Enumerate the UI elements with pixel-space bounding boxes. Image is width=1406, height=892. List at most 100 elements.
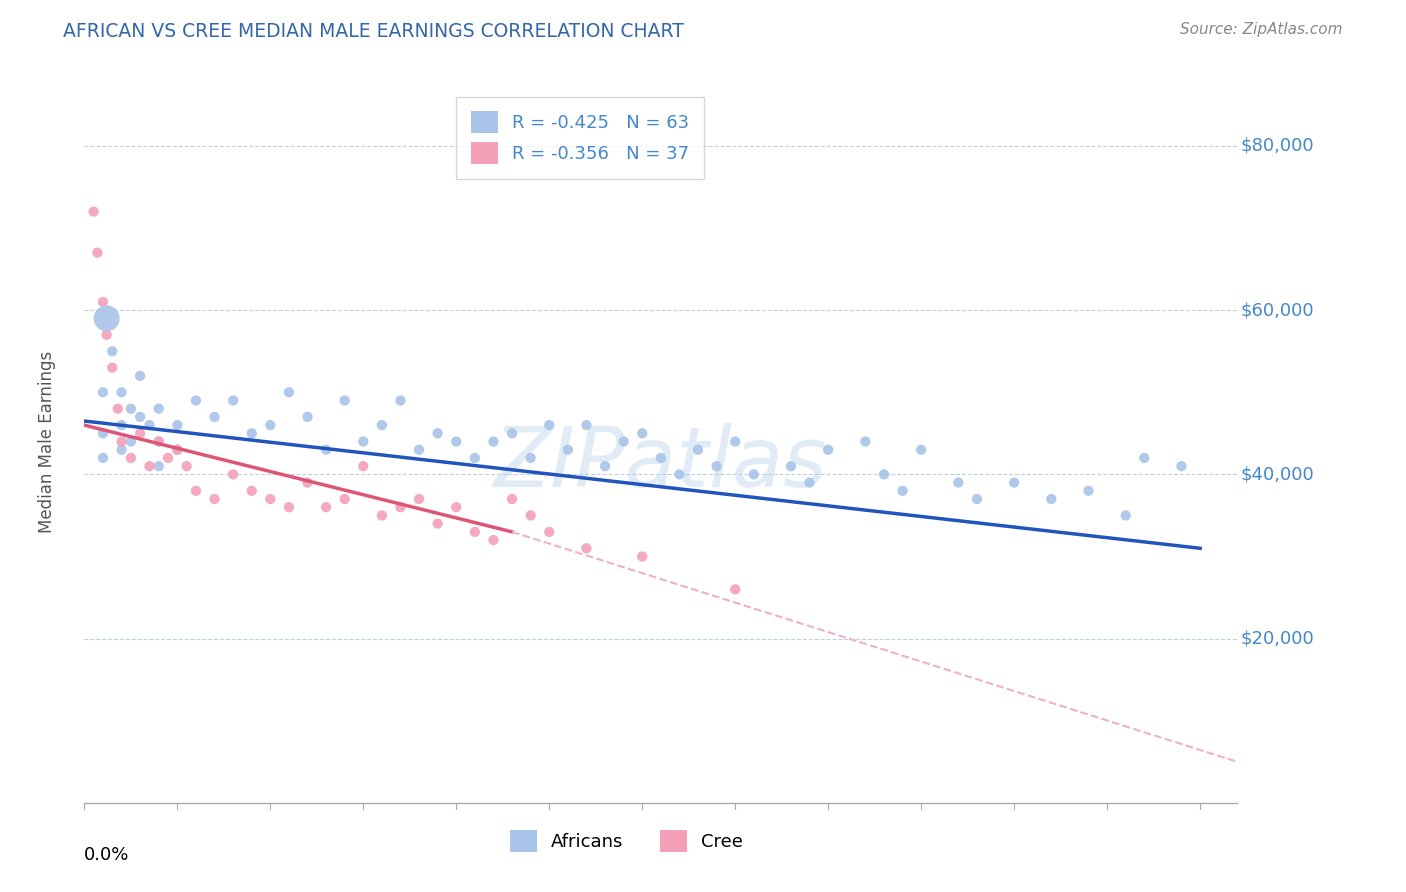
Point [966,491,988,506]
Point [426,516,449,531]
Point [148,434,170,449]
Point [184,393,207,408]
Point [138,459,160,474]
Point [446,434,468,449]
Point [184,483,207,498]
Point [110,434,132,449]
Point [575,541,598,556]
Text: 0.0%: 0.0% [84,847,129,864]
Legend: Africans, Cree: Africans, Cree [502,822,751,859]
Point [352,459,374,474]
Point [371,418,394,433]
Point [1115,508,1137,523]
Point [315,500,337,515]
Point [86,245,108,260]
Point [650,450,672,465]
Text: $80,000: $80,000 [1241,137,1315,155]
Text: Source: ZipAtlas.com: Source: ZipAtlas.com [1180,22,1343,37]
Point [277,500,299,515]
Point [780,459,803,474]
Point [148,459,170,474]
Point [110,442,132,457]
Point [204,491,226,506]
Point [333,491,356,506]
Point [107,401,129,416]
Point [222,393,245,408]
Point [91,426,114,441]
Point [240,426,263,441]
Point [110,418,132,433]
Point [724,582,747,597]
Point [83,204,105,219]
Point [315,442,337,457]
Point [277,385,299,400]
Point [297,409,319,424]
Point [631,426,654,441]
Point [557,442,579,457]
Point [817,442,839,457]
Point [371,508,394,523]
Point [129,426,152,441]
Point [724,434,747,449]
Point [91,450,114,465]
Point [464,524,486,539]
Point [240,483,263,498]
Text: $20,000: $20,000 [1241,630,1315,648]
Point [482,533,505,547]
Point [668,467,690,482]
Point [519,508,541,523]
Text: AFRICAN VS CREE MEDIAN MALE EARNINGS CORRELATION CHART: AFRICAN VS CREE MEDIAN MALE EARNINGS COR… [63,22,685,41]
Point [389,500,412,515]
Point [148,434,170,449]
Point [166,418,188,433]
Point [352,434,374,449]
Point [519,450,541,465]
Point [166,442,188,457]
Point [148,401,170,416]
Point [613,434,636,449]
Point [96,327,118,342]
Point [120,450,142,465]
Point [120,434,142,449]
Point [91,295,114,310]
Point [96,311,118,326]
Point [799,475,821,490]
Point [157,450,180,465]
Point [166,442,188,457]
Text: $60,000: $60,000 [1241,301,1315,319]
Point [538,418,561,433]
Point [686,442,709,457]
Text: Median Male Earnings: Median Male Earnings [38,351,56,533]
Point [464,450,486,465]
Point [446,500,468,515]
Point [333,393,356,408]
Text: $40,000: $40,000 [1241,466,1315,483]
Point [575,418,598,433]
Point [408,491,430,506]
Point [91,385,114,400]
Point [1077,483,1099,498]
Point [120,401,142,416]
Point [1133,450,1156,465]
Point [129,368,152,383]
Point [204,409,226,424]
Point [631,549,654,564]
Point [259,418,281,433]
Point [948,475,970,490]
Point [501,426,523,441]
Point [501,491,523,506]
Point [910,442,932,457]
Point [1170,459,1192,474]
Point [593,459,616,474]
Text: ZIPatlas: ZIPatlas [494,423,828,504]
Point [706,459,728,474]
Point [742,467,765,482]
Point [101,360,124,375]
Point [389,393,412,408]
Point [891,483,914,498]
Point [1040,491,1063,506]
Point [873,467,896,482]
Point [101,344,124,359]
Point [408,442,430,457]
Point [222,467,245,482]
